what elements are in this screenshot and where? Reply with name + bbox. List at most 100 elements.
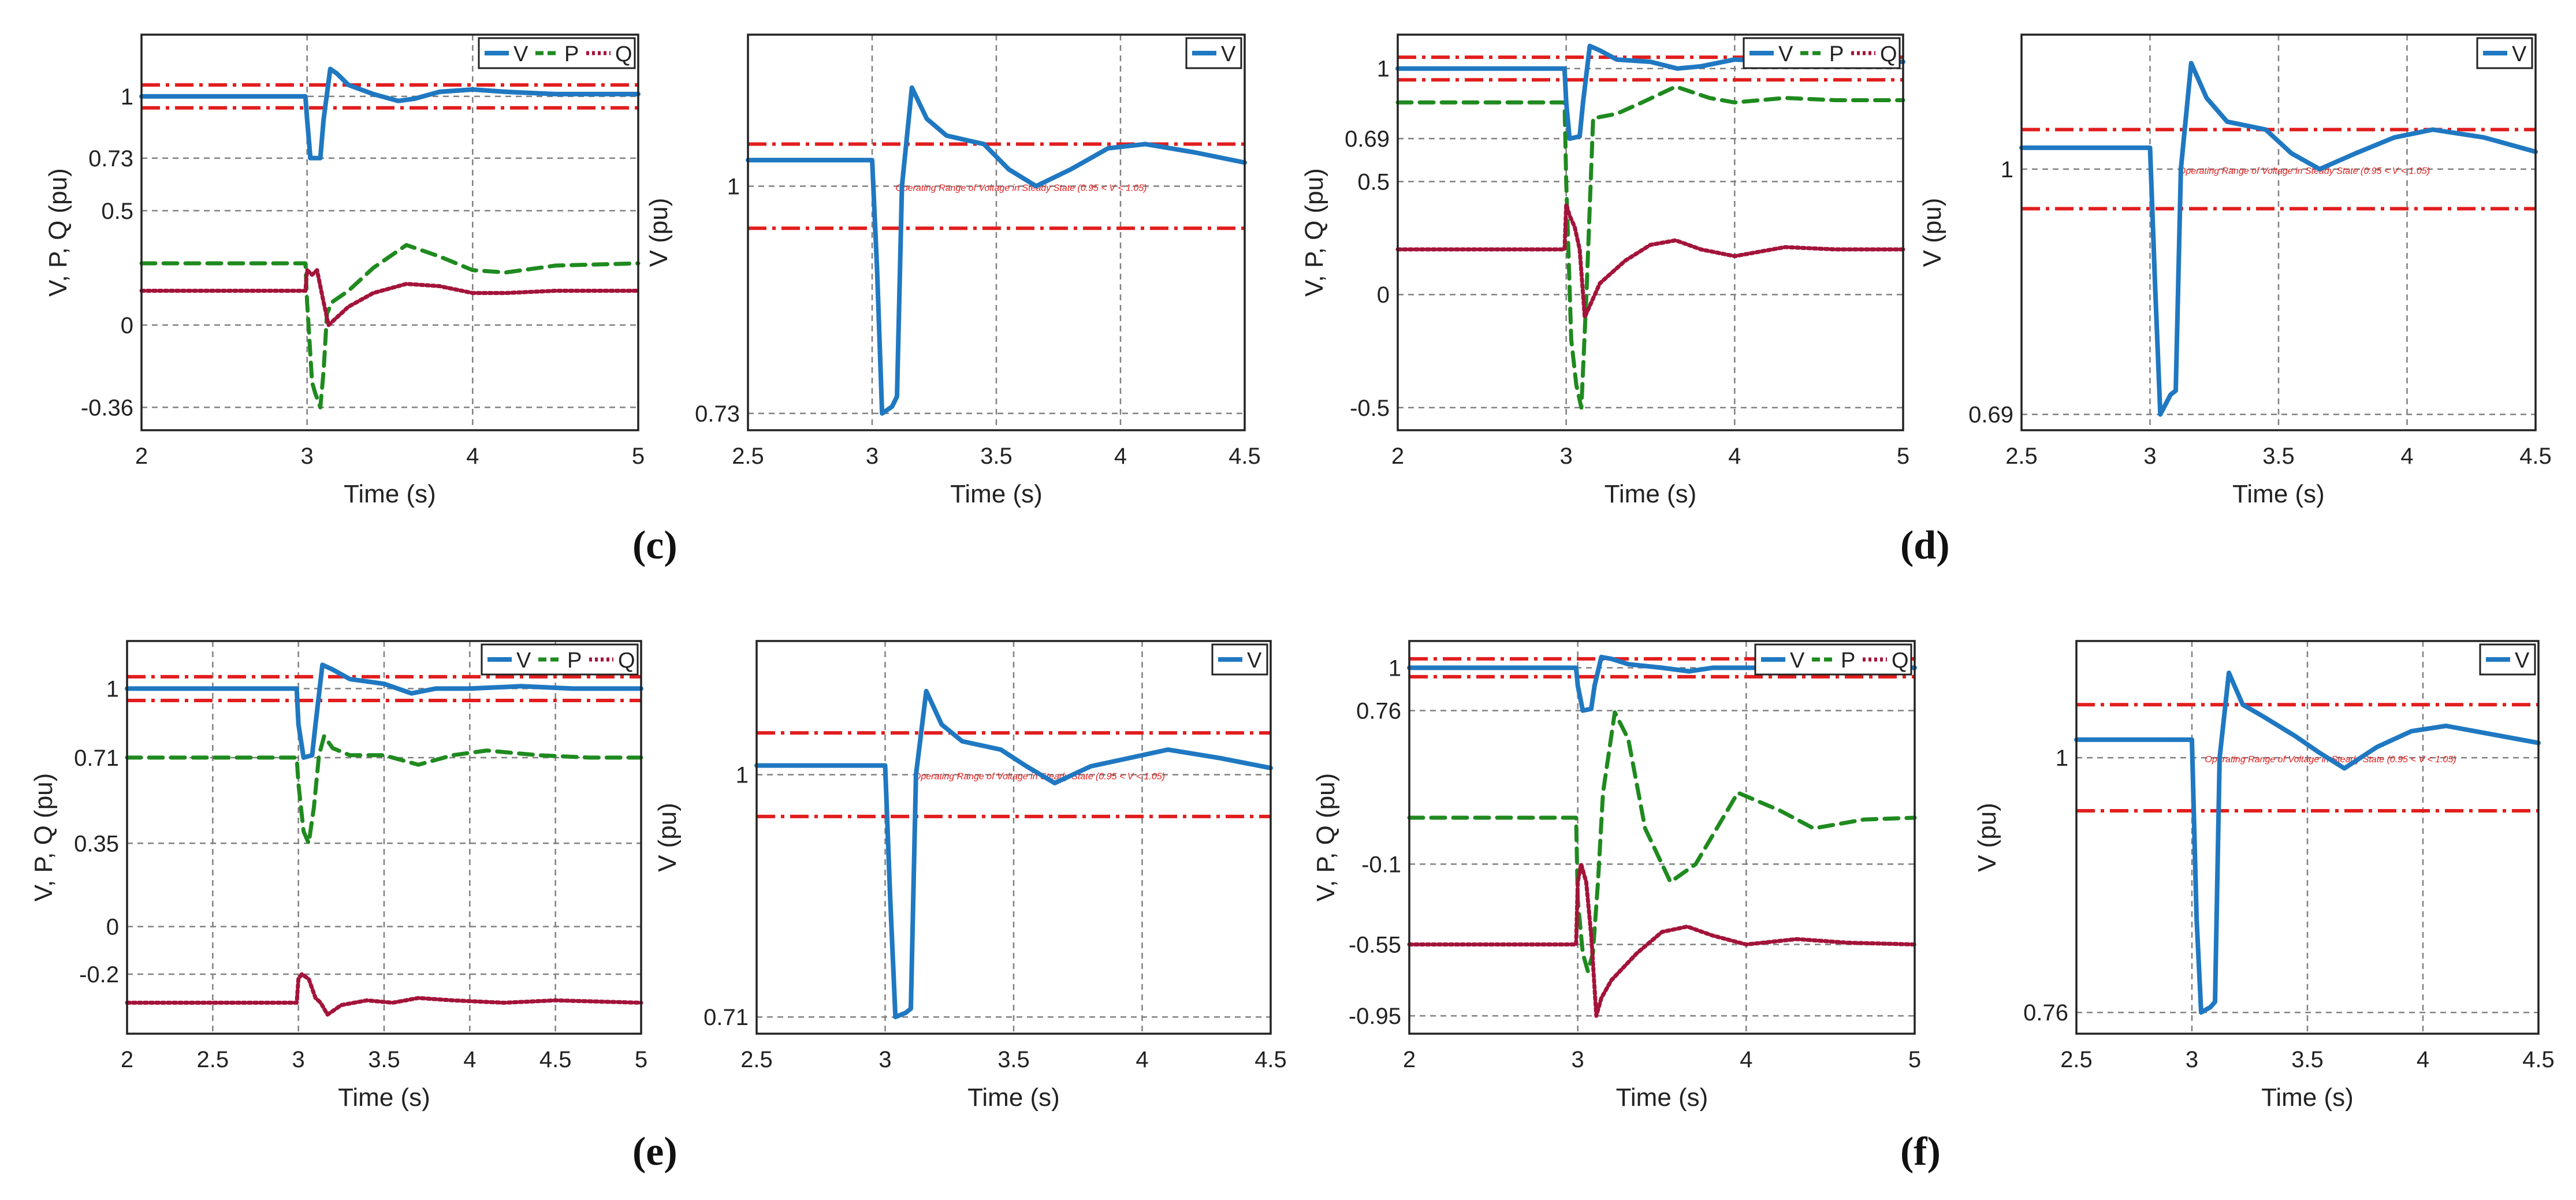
chart-d-left: 2 3 4 5 -0.5 0 0.5 0.69 1 Time (s) V, P, Q (pu) V P Q: [1300, 33, 1909, 508]
operating-range-annotation: Operating Range of Voltage in Steady Sta…: [2179, 166, 2430, 176]
series-q-line: [1395, 202, 1905, 319]
x-tick-label: 2: [121, 1047, 133, 1072]
y-axis-label: V (pu): [1973, 803, 2001, 872]
legend-box: [481, 643, 639, 676]
x-tick-label: 3.5: [2291, 1047, 2324, 1072]
plot-frame: [2075, 640, 2540, 1035]
operating-range-annotation: Operating Range of Voltage in Steady Sta…: [895, 183, 1146, 193]
chart-e-right: 2.5 3 3.5 4 4.5 0.71 1 Operating Range of Volta…: [653, 640, 1287, 1112]
series-p-line: [1407, 710, 1917, 974]
legend-label-q: Q: [1880, 42, 1897, 66]
x-tick-label: 4.5: [539, 1047, 572, 1072]
plot-frame: [1408, 640, 1916, 1035]
x-tick-label: 3.5: [980, 444, 1012, 469]
series-v-line: [125, 662, 643, 760]
panel-label-c: (c): [632, 523, 677, 568]
y-tick-label: 1: [736, 762, 749, 788]
legend-label-q: Q: [1892, 649, 1909, 673]
y-tick-label: 0: [106, 915, 119, 940]
x-axis-label: Time (s): [967, 1083, 1060, 1112]
legend-label-v: V: [1790, 649, 1805, 673]
y-tick-label: -0.95: [1349, 1004, 1401, 1029]
x-tick-label: 2.5: [197, 1047, 229, 1072]
y-tick-label: -0.55: [1349, 932, 1401, 957]
legend: V: [1185, 37, 1242, 69]
x-axis-label: Time (s): [2232, 480, 2325, 508]
x-tick-label: 3.5: [997, 1047, 1030, 1072]
legend-box: [1743, 37, 1901, 69]
y-tick-label: 0.76: [1356, 699, 1401, 724]
chart-f-left: 2 3 4 5 -0.95 -0.55 -0.1 0.76 1 Time (s) V, P, Q (…: [1312, 640, 1921, 1112]
series-v-line: [2074, 670, 2541, 1015]
chart-e-left: 2 2.5 3 3.5 4 4.5 5 -0.2 0 0.35 0.71 1 Time (s) V, P,…: [29, 640, 647, 1112]
x-tick-label: 3: [878, 1047, 891, 1072]
panel-label-e: (e): [632, 1130, 677, 1174]
x-tick-label: 3: [292, 1047, 305, 1072]
x-tick-label: 4.5: [2522, 1047, 2555, 1072]
plot-frame: [126, 640, 642, 1035]
y-tick-label: -0.2: [79, 962, 119, 987]
y-tick-label: 0.35: [74, 831, 119, 856]
x-axis-label: Time (s): [1616, 1083, 1708, 1112]
y-tick-label: 1: [2001, 157, 2013, 182]
plot-frame: [140, 33, 639, 431]
x-tick-label: 2.5: [2005, 444, 2038, 469]
legend-label-v: V: [1778, 42, 1793, 66]
x-tick-label: 4.5: [2519, 444, 2552, 469]
x-tick-label: 3: [1560, 444, 1573, 469]
chart-d-right: 2.5 3 3.5 4 4.5 0.69 1 Operating Range of Volta…: [1918, 33, 2552, 508]
y-tick-label: 0.69: [1968, 403, 2013, 428]
y-tick-label: 0.73: [88, 146, 133, 172]
x-axis-label: Time (s): [950, 480, 1043, 508]
y-axis-label: V, P, Q (pu): [29, 773, 58, 902]
x-tick-label: 2.5: [740, 1047, 773, 1072]
x-tick-label: 3: [866, 444, 878, 469]
x-tick-label: 5: [1897, 444, 1909, 469]
x-axis-label: Time (s): [1605, 480, 1697, 508]
y-tick-label: 0: [121, 313, 133, 338]
x-tick-label: 3.5: [2262, 444, 2295, 469]
chart-c-left: 2 3 4 5 -0.36 0 0.5 0.73 1 Time (s) V, P, Q (pu) V P…: [44, 33, 645, 508]
y-tick-label: 1: [2056, 746, 2068, 771]
legend-label-q: Q: [618, 649, 635, 673]
y-axis-label: V, P, Q (pu): [44, 168, 72, 297]
y-tick-label: 0.73: [695, 401, 740, 427]
y-tick-label: 0: [1377, 282, 1390, 308]
x-tick-label: 5: [632, 444, 645, 469]
x-tick-label: 2: [135, 444, 148, 469]
y-axis-label: V (pu): [1918, 198, 1946, 267]
y-tick-label: 0.71: [74, 746, 119, 771]
legend-label-p: P: [1841, 649, 1855, 673]
plot-area: [1398, 35, 1903, 430]
x-tick-label: 4: [2400, 444, 2413, 469]
series-p-line: [125, 734, 643, 845]
x-tick-label: 3: [2186, 1047, 2198, 1072]
y-tick-label: 1: [106, 676, 119, 702]
series-v-line: [754, 688, 1273, 1020]
x-tick-label: 2: [1391, 444, 1404, 469]
panel-label-d: (d): [1900, 523, 1950, 568]
series-p-line: [139, 243, 641, 409]
series-v-line: [139, 66, 641, 161]
y-tick-label: 0.69: [1345, 126, 1390, 152]
x-tick-label: 5: [635, 1047, 647, 1072]
legend: V: [2479, 643, 2536, 676]
y-tick-label: 1: [727, 174, 740, 199]
y-axis-label: V (pu): [645, 198, 673, 267]
y-axis-label: V, P, Q (pu): [1300, 168, 1328, 297]
legend-label-p: P: [1829, 42, 1844, 66]
y-tick-label: -0.36: [81, 395, 133, 420]
plot-frame: [1397, 33, 1904, 431]
x-tick-label: 2.5: [2060, 1047, 2093, 1072]
y-tick-label: 1: [121, 84, 133, 110]
legend: V: [1211, 643, 1268, 676]
x-tick-label: 4.5: [1229, 444, 1261, 469]
y-tick-label: 0.71: [703, 1005, 749, 1030]
legend-label-p: P: [564, 42, 579, 66]
y-tick-label: 0.76: [2023, 1000, 2068, 1026]
x-tick-label: 4: [1136, 1047, 1148, 1072]
